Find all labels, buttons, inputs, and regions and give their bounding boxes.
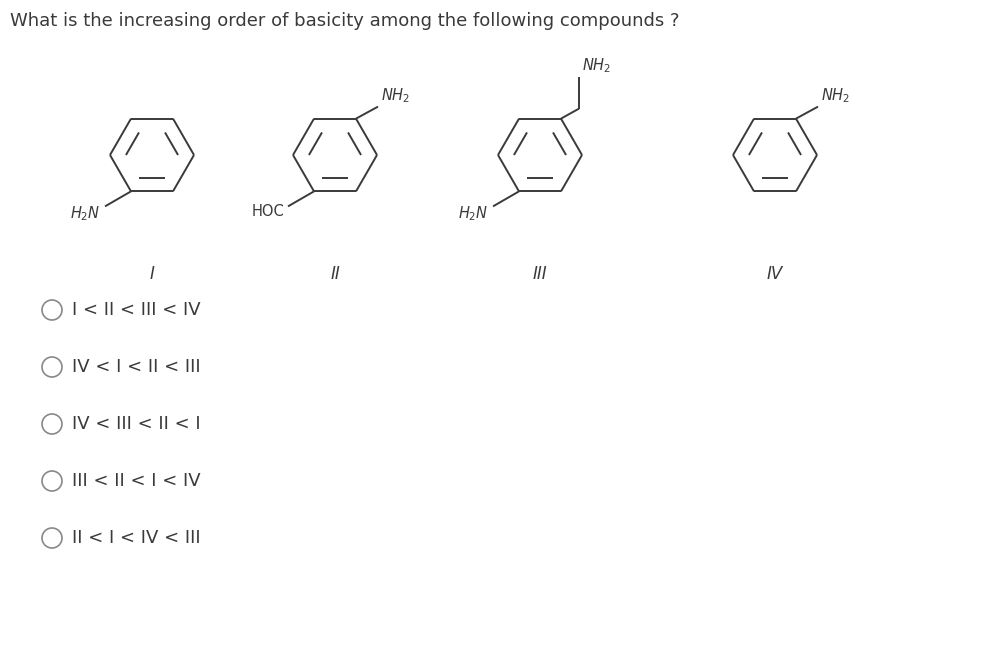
Text: HOC: HOC: [251, 204, 284, 220]
Text: III < II < I < IV: III < II < I < IV: [72, 472, 201, 490]
Text: $NH_2$: $NH_2$: [821, 86, 850, 105]
Text: $NH_2$: $NH_2$: [381, 86, 410, 105]
Text: $H_2N$: $H_2N$: [71, 204, 101, 223]
Text: II: II: [330, 265, 339, 283]
Text: IV < III < II < I: IV < III < II < I: [72, 415, 201, 433]
Text: III: III: [532, 265, 547, 283]
Text: $H_2N$: $H_2N$: [459, 204, 489, 223]
Text: What is the increasing order of basicity among the following compounds ?: What is the increasing order of basicity…: [10, 12, 680, 30]
Text: I: I: [150, 265, 154, 283]
Text: I < II < III < IV: I < II < III < IV: [72, 301, 201, 319]
Text: II < I < IV < III: II < I < IV < III: [72, 529, 201, 547]
Text: $NH_2$: $NH_2$: [582, 56, 611, 75]
Text: IV < I < II < III: IV < I < II < III: [72, 358, 201, 376]
Text: IV: IV: [767, 265, 783, 283]
